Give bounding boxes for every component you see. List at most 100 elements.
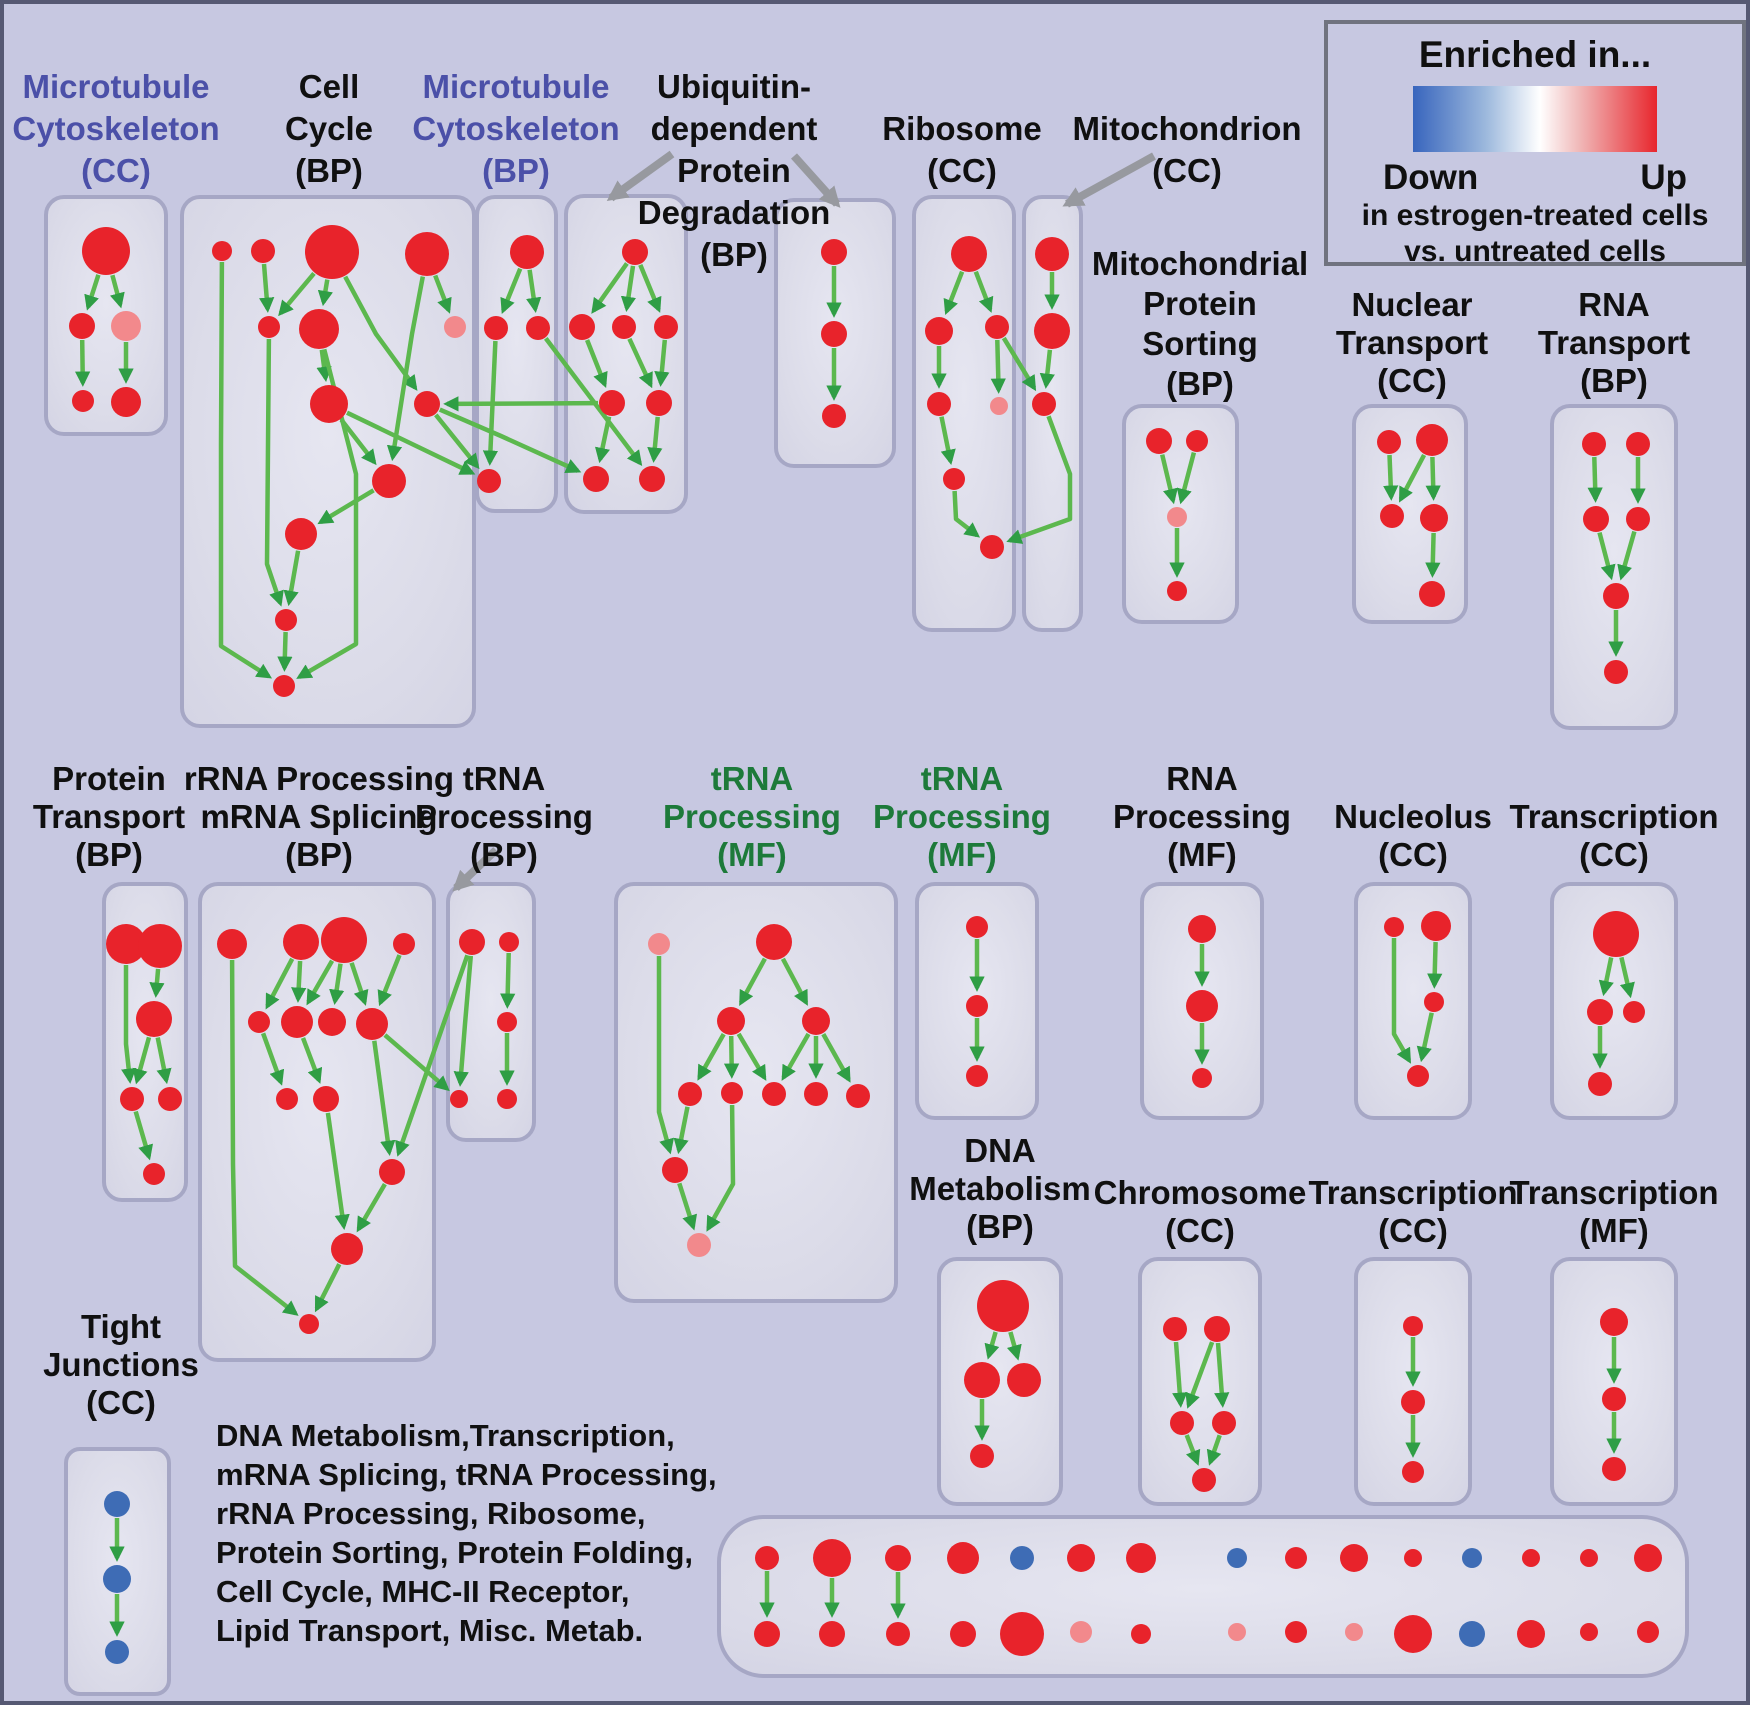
gene-set-node-e2 <box>821 321 847 347</box>
edge-d3-d6 <box>627 337 653 389</box>
edge-b5-b12 <box>264 338 284 607</box>
gene-set-node-x8a <box>1227 1548 1247 1568</box>
gene-set-node-d4 <box>654 315 678 339</box>
note-line: Protein Sorting, Protein Folding, <box>216 1535 694 1570</box>
gene-set-node-b5 <box>258 316 280 338</box>
edge-i2-i3 <box>1398 453 1427 503</box>
note-line: DNA Metabolism,Transcription, <box>216 1418 675 1453</box>
gene-set-node-n9 <box>846 1084 870 1108</box>
edge-a1-a3 <box>109 274 125 309</box>
gene-set-node-q2 <box>1421 911 1451 941</box>
gene-set-node-x12a <box>1462 1548 1482 1568</box>
edge-t2-t3 <box>1185 1341 1215 1409</box>
gene-set-node-b3 <box>305 225 359 279</box>
misc-clusters-note: DNA Metabolism,Transcription, mRNA Splici… <box>216 1416 717 1650</box>
edge-i2-i4 <box>1425 456 1441 501</box>
gene-set-node-b2 <box>251 239 275 263</box>
edge-b8-c4 <box>346 410 476 475</box>
edge-l2-l5 <box>265 957 295 1010</box>
gene-set-node-p1 <box>1188 915 1216 943</box>
gene-set-node-c2 <box>484 316 508 340</box>
gene-set-node-b7 <box>444 316 466 338</box>
gene-set-node-s3 <box>1007 1363 1041 1397</box>
edge-d1-d3 <box>620 265 637 312</box>
gene-set-node-d2 <box>569 314 595 340</box>
gene-set-node-l9 <box>276 1088 298 1110</box>
gene-set-node-p3 <box>1192 1068 1212 1088</box>
gene-set-node-j4 <box>1626 507 1650 531</box>
gene-set-node-x1b <box>754 1621 780 1647</box>
gene-set-node-x9b <box>1285 1621 1307 1643</box>
edge-n1-n10 <box>656 956 675 1155</box>
gene-set-node-v1 <box>1600 1308 1628 1336</box>
network-svg <box>44 150 1689 1696</box>
legend-title: Enriched in... <box>1418 34 1652 75</box>
gene-set-node-x6a <box>1067 1544 1095 1572</box>
gene-set-node-x7a <box>1126 1543 1156 1573</box>
gene-set-node-b11 <box>285 518 317 550</box>
gene-set-node-j2 <box>1626 432 1650 456</box>
gene-set-node-x6b <box>1070 1621 1092 1643</box>
gene-set-node-m4 <box>450 1090 468 1108</box>
edge-f3-f5 <box>990 339 1006 394</box>
gene-set-node-w3 <box>105 1640 129 1664</box>
gene-set-node-f6 <box>943 468 965 490</box>
gene-set-node-t2 <box>1204 1316 1230 1342</box>
edge-n4-n7 <box>781 1032 811 1081</box>
edge-f1-f2 <box>943 270 965 315</box>
edge-j1-j3 <box>1587 456 1603 503</box>
edge-n3-n5 <box>697 1032 726 1081</box>
edge-n4-n9 <box>821 1032 851 1083</box>
gene-set-node-r4 <box>1588 1072 1612 1096</box>
gene-set-node-t3 <box>1170 1411 1194 1435</box>
gene-set-node-a2 <box>69 313 95 339</box>
edge-l12-l13 <box>314 1263 342 1313</box>
edge-i1-i3 <box>1383 454 1399 501</box>
gene-set-node-x12b <box>1459 1621 1485 1647</box>
edge-b6-b8 <box>316 349 332 382</box>
edge-h2-h3 <box>1176 452 1197 505</box>
gene-set-node-k3 <box>136 1001 172 1037</box>
gene-set-node-h1 <box>1146 428 1172 454</box>
gene-set-node-k2 <box>138 924 182 968</box>
gene-set-node-b1 <box>212 241 232 261</box>
edge-t3-t5 <box>1184 1434 1201 1466</box>
gene-set-node-q4 <box>1407 1065 1429 1087</box>
gene-set-node-k1 <box>106 924 146 964</box>
gene-set-node-a4 <box>72 390 94 412</box>
edge-r1-r2 <box>1598 957 1614 997</box>
edge-t4-t5 <box>1206 1434 1222 1466</box>
gene-set-node-h2 <box>1186 430 1208 452</box>
legend-downup-row: Down Up <box>1383 158 1687 198</box>
gene-set-node-x9a <box>1285 1547 1307 1569</box>
edge-l5-l9 <box>260 1032 285 1086</box>
gene-set-node-l2 <box>283 924 319 960</box>
legend: Enriched in... Down Up in estrogen-treat… <box>1324 20 1746 268</box>
gene-set-node-d3 <box>612 315 636 339</box>
gene-set-node-x10b <box>1345 1623 1363 1641</box>
gene-set-node-r1 <box>1593 911 1639 957</box>
gene-set-node-d8 <box>639 466 665 492</box>
gene-set-node-b13 <box>273 675 295 697</box>
edge-g2-g3 <box>1039 349 1055 389</box>
gene-set-node-t5 <box>1192 1468 1216 1492</box>
edge-c2-c4 <box>482 340 499 466</box>
gene-set-node-x10a <box>1340 1544 1368 1572</box>
gene-set-node-u2 <box>1401 1390 1425 1414</box>
edge-b3-b9 <box>343 275 418 391</box>
edge-f3-g3 <box>1001 336 1037 392</box>
gene-set-node-j5 <box>1603 583 1629 609</box>
gene-set-node-k5 <box>158 1087 182 1111</box>
gene-set-node-j1 <box>1582 432 1606 456</box>
gene-set-node-h4 <box>1167 581 1187 601</box>
gene-set-node-l4 <box>393 933 415 955</box>
gene-set-node-l7 <box>318 1008 346 1036</box>
gene-set-node-c1 <box>510 235 544 269</box>
edge-d6-d8 <box>647 416 663 463</box>
gene-set-node-x14b <box>1580 1623 1598 1641</box>
gene-set-node-q3 <box>1424 992 1444 1012</box>
gene-set-node-f2 <box>925 317 953 345</box>
legend-gradient-bar <box>1413 86 1657 152</box>
group-box-trna-mf-big <box>614 882 898 1303</box>
group-box-transcription-cc-mid <box>1550 882 1678 1120</box>
